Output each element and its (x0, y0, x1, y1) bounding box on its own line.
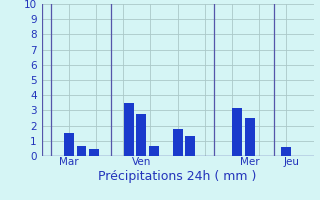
Bar (149, 146, 159, 156)
Bar (64, 133, 74, 156)
Bar (281, 147, 292, 156)
Bar (76, 146, 86, 156)
Bar (245, 118, 255, 156)
Bar (124, 103, 134, 156)
Bar (89, 149, 99, 156)
Bar (172, 129, 183, 156)
X-axis label: Précipitations 24h ( mm ): Précipitations 24h ( mm ) (99, 170, 257, 183)
Bar (185, 136, 195, 156)
Bar (136, 114, 146, 156)
Bar (232, 108, 243, 156)
